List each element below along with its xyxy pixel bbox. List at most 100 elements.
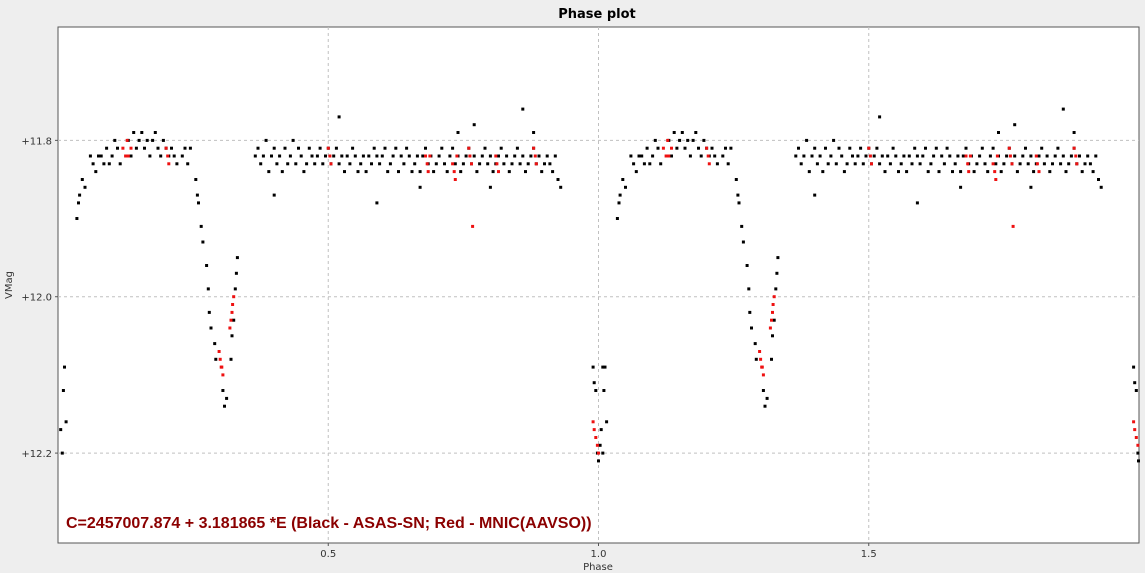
black-data-point: [383, 146, 387, 150]
red-data-point: [495, 162, 499, 166]
black-data-point: [180, 154, 184, 158]
black-data-point: [63, 365, 66, 369]
black-data-point: [532, 131, 536, 134]
black-data-point: [1094, 154, 1098, 158]
black-data-point: [386, 170, 390, 174]
black-data-point: [280, 170, 284, 174]
black-data-point: [378, 162, 382, 166]
black-data-point: [445, 170, 449, 174]
black-data-point: [832, 138, 836, 142]
red-data-point: [424, 154, 427, 158]
red-data-point: [231, 303, 235, 306]
red-data-point: [232, 295, 236, 299]
black-data-point: [1056, 146, 1060, 150]
black-data-point: [845, 162, 849, 166]
black-data-point: [1088, 162, 1092, 166]
black-data-point: [1136, 451, 1140, 455]
black-data-point: [345, 154, 349, 158]
black-data-point: [774, 287, 778, 291]
black-data-point: [207, 310, 211, 314]
black-data-point: [675, 146, 679, 150]
black-data-point: [617, 201, 621, 205]
red-data-point: [1011, 224, 1015, 228]
black-data-point: [813, 193, 817, 197]
black-data-point: [861, 162, 865, 166]
black-data-point: [529, 154, 533, 158]
black-data-point: [206, 287, 210, 291]
black-data-point: [418, 185, 422, 189]
y-axis-ticks: +11.8 +12.0 +12.2: [21, 136, 58, 460]
black-data-point: [599, 428, 603, 432]
black-data-point: [351, 146, 355, 150]
black-data-point: [553, 154, 557, 158]
red-data-point: [964, 154, 968, 158]
black-data-point: [1072, 131, 1076, 134]
black-data-point: [537, 154, 541, 158]
black-data-point: [592, 381, 596, 385]
black-data-point: [545, 154, 549, 158]
black-data-point: [356, 170, 360, 174]
black-data-point: [829, 154, 833, 158]
black-data-point: [183, 146, 187, 150]
black-data-point: [432, 170, 436, 174]
black-data-point: [195, 193, 199, 197]
red-data-point: [592, 428, 596, 432]
black-data-point: [1026, 162, 1030, 166]
black-data-point: [305, 162, 309, 166]
black-data-point: [440, 146, 444, 150]
black-data-point: [61, 389, 65, 392]
black-data-point: [518, 162, 522, 166]
black-data-point: [601, 365, 605, 369]
black-data-point: [878, 162, 882, 166]
black-data-point: [513, 154, 517, 158]
black-data-point: [634, 170, 638, 174]
red-data-point: [470, 162, 473, 166]
red-data-point: [1074, 154, 1078, 158]
red-data-point: [1132, 420, 1136, 424]
black-data-point: [399, 154, 403, 158]
black-data-point: [964, 146, 968, 150]
black-data-point: [1042, 162, 1046, 166]
black-data-point: [1137, 459, 1140, 463]
black-data-point: [736, 193, 740, 197]
black-data-point: [1015, 170, 1019, 174]
black-data-point: [321, 162, 325, 166]
black-data-point: [597, 459, 600, 463]
black-data-point: [1061, 154, 1065, 158]
black-data-point: [615, 217, 619, 220]
black-data-point: [102, 162, 106, 166]
black-data-point: [1013, 154, 1017, 158]
black-data-point: [940, 154, 944, 158]
black-data-point: [78, 193, 82, 197]
black-data-point: [910, 162, 914, 166]
black-data-point: [313, 162, 317, 166]
red-data-point: [770, 318, 773, 322]
black-data-point: [59, 428, 63, 432]
black-data-point: [875, 146, 879, 150]
black-data-point: [724, 146, 727, 150]
black-data-point: [591, 365, 595, 369]
black-data-point: [370, 162, 373, 166]
black-data-point: [629, 154, 633, 158]
black-data-point: [359, 162, 363, 166]
black-data-point: [975, 162, 979, 166]
black-data-point: [656, 146, 660, 150]
black-data-point: [556, 178, 560, 181]
black-data-point: [116, 146, 119, 150]
black-data-point: [80, 178, 84, 181]
y-tick-label: +12.0: [21, 293, 52, 304]
black-data-point: [1059, 162, 1063, 166]
red-data-point: [1133, 428, 1137, 432]
black-data-point: [107, 162, 111, 166]
black-data-point: [77, 201, 80, 205]
red-data-point: [768, 326, 772, 330]
black-data-point: [994, 162, 998, 166]
black-data-point: [883, 170, 887, 174]
black-data-point: [815, 162, 819, 166]
black-data-point: [1099, 185, 1103, 189]
black-data-point: [223, 404, 226, 408]
black-data-point: [776, 256, 780, 260]
red-data-point: [867, 146, 871, 150]
black-data-point: [364, 170, 368, 174]
red-data-point: [666, 138, 670, 142]
